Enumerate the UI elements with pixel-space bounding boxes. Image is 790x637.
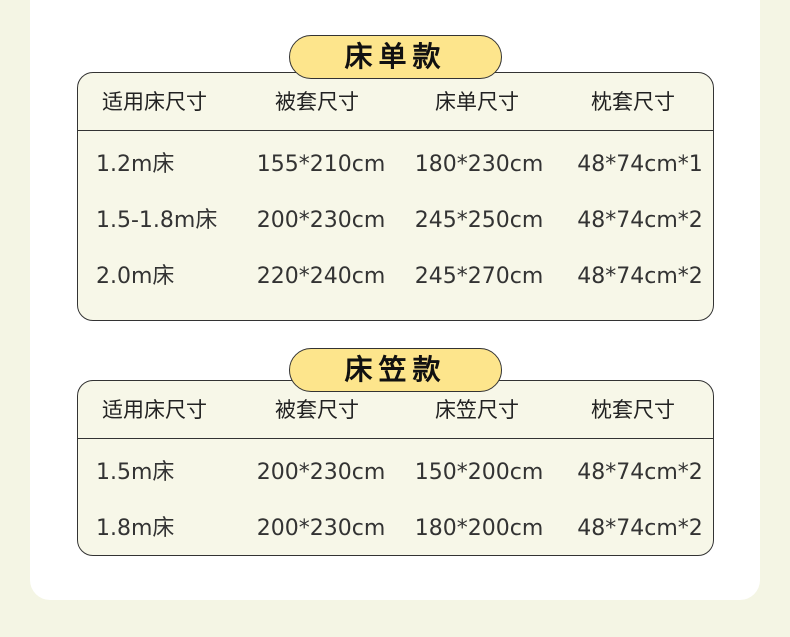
cell: 1.5-1.8m床: [96, 208, 218, 233]
cell: 1.5m床: [96, 460, 175, 485]
cell: 1.8m床: [96, 516, 175, 541]
table-header: 适用床尺寸 被套尺寸 床笠尺寸 枕套尺寸: [78, 381, 713, 439]
section-title-fitted: 床笠款: [289, 348, 502, 392]
cell: 2.0m床: [96, 264, 175, 289]
header-cell: 床单尺寸: [435, 90, 519, 114]
cell: 48*74cm*2: [577, 264, 703, 289]
cell: 155*210cm: [256, 152, 386, 177]
header-cell: 被套尺寸: [275, 398, 359, 422]
cell: 200*230cm: [256, 460, 386, 485]
header-cell: 枕套尺寸: [591, 90, 675, 114]
cell: 1.2m床: [96, 152, 175, 177]
table-row: 1.8m床 200*230cm 180*200cm 48*74cm*2: [78, 501, 713, 557]
cell: 200*230cm: [256, 208, 386, 233]
table-row: 1.5-1.8m床 200*230cm 245*250cm 48*74cm*2: [78, 193, 713, 249]
cell: 245*270cm: [414, 264, 544, 289]
cell: 180*200cm: [414, 516, 544, 541]
cell: 245*250cm: [414, 208, 544, 233]
cell: 48*74cm*2: [577, 208, 703, 233]
cell: 200*230cm: [256, 516, 386, 541]
table-row: 2.0m床 220*240cm 245*270cm 48*74cm*2: [78, 249, 713, 305]
cell: 48*74cm*2: [577, 460, 703, 485]
table-row: 1.5m床 200*230cm 150*200cm 48*74cm*2: [78, 445, 713, 501]
cell: 220*240cm: [256, 264, 386, 289]
section-title-sheet: 床单款: [289, 35, 502, 79]
size-table-sheet: 适用床尺寸 被套尺寸 床单尺寸 枕套尺寸 1.2m床 155*210cm 180…: [77, 72, 714, 321]
size-table-fitted: 适用床尺寸 被套尺寸 床笠尺寸 枕套尺寸 1.5m床 200*230cm 150…: [77, 380, 714, 556]
header-cell: 适用床尺寸: [102, 398, 207, 422]
header-cell: 适用床尺寸: [102, 90, 207, 114]
header-cell: 被套尺寸: [275, 90, 359, 114]
cell: 180*230cm: [414, 152, 544, 177]
header-cell: 床笠尺寸: [435, 398, 519, 422]
table-row: 1.2m床 155*210cm 180*230cm 48*74cm*1: [78, 137, 713, 193]
table-header: 适用床尺寸 被套尺寸 床单尺寸 枕套尺寸: [78, 73, 713, 131]
cell: 48*74cm*1: [577, 152, 703, 177]
cell: 150*200cm: [414, 460, 544, 485]
cell: 48*74cm*2: [577, 516, 703, 541]
header-cell: 枕套尺寸: [591, 398, 675, 422]
